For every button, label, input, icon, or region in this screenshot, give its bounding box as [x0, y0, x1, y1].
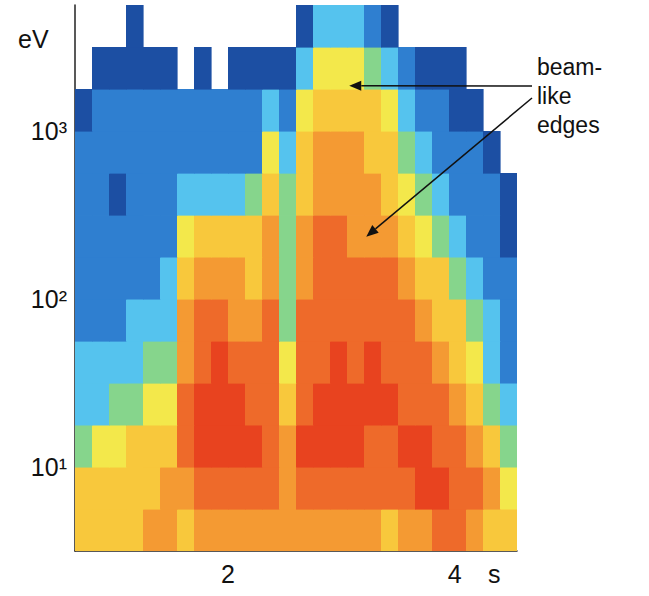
svg-text:beam-: beam-: [537, 54, 602, 80]
svg-text:10³: 10³: [31, 117, 67, 145]
svg-text:eV: eV: [18, 25, 49, 53]
svg-text:s: s: [488, 560, 501, 588]
svg-text:like: like: [537, 83, 572, 109]
svg-text:2: 2: [221, 560, 235, 588]
svg-text:4: 4: [448, 560, 462, 588]
svg-text:10²: 10²: [31, 285, 67, 313]
svg-text:10¹: 10¹: [31, 453, 67, 481]
svg-text:edges: edges: [537, 112, 600, 138]
